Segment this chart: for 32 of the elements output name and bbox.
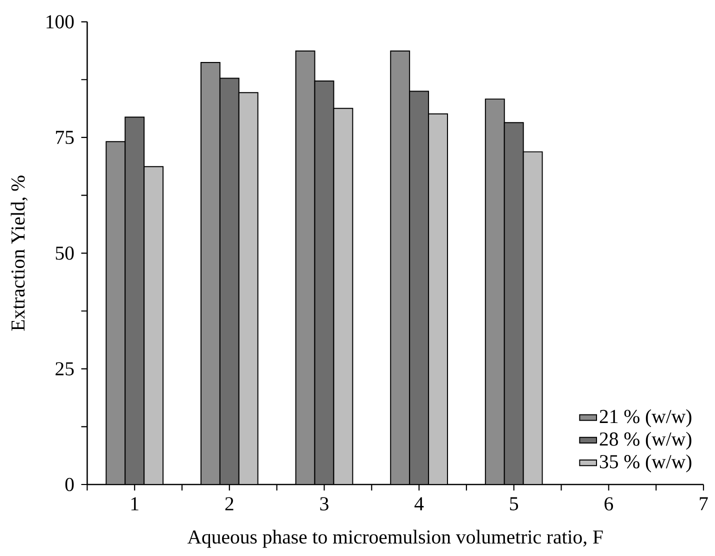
bar (390, 50, 410, 485)
bar (484, 98, 505, 485)
bar (314, 80, 334, 485)
y-tick-label: 75 (56, 130, 74, 144)
x-tick-label: 2 (225, 497, 234, 510)
legend-label: 35 % (w/w) (600, 454, 692, 472)
bar (200, 62, 220, 485)
bar (295, 50, 316, 485)
x-tick-label: 6 (604, 497, 614, 511)
bar (106, 141, 126, 485)
legend-label: 28 % (w/w) (600, 432, 692, 450)
x-tick-label: 1 (131, 497, 138, 510)
x-tick-label: 3 (320, 497, 328, 511)
bar (504, 122, 524, 485)
bar (522, 151, 543, 485)
x-tick-label: 5 (510, 497, 518, 510)
bar (409, 90, 430, 485)
bar (428, 113, 448, 485)
bar (333, 108, 354, 485)
x-axis-title: Aqueous phase to microemulsion volumetric ratio, F (187, 530, 603, 548)
bar (124, 116, 145, 485)
bar (219, 78, 240, 485)
y-tick-label: 0 (65, 478, 74, 492)
y-tick-label: 50 (56, 246, 74, 260)
bar (144, 166, 164, 485)
y-tick-label: 25 (56, 362, 74, 376)
bar (238, 92, 258, 485)
x-tick-label: 4 (414, 497, 424, 510)
legend-label: 21 % (w/w) (600, 409, 692, 428)
y-tick-label: 100 (46, 15, 74, 29)
y-axis-title: Extraction Yield, % (10, 176, 28, 331)
x-tick-label: 7 (700, 497, 708, 510)
